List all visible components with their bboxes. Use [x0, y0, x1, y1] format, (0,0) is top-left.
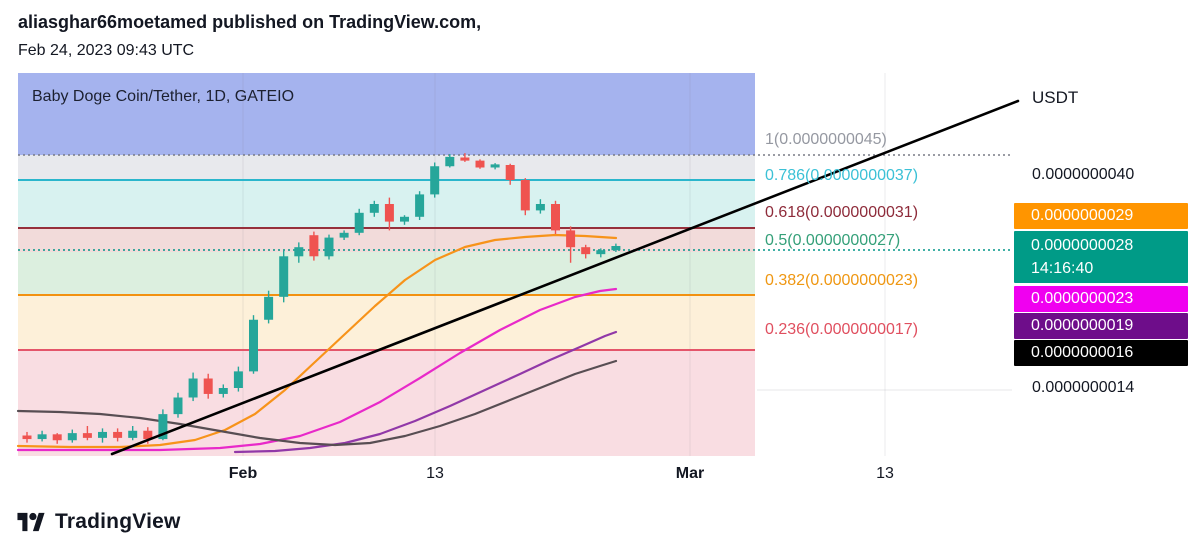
- badge-price-text: 0.0000000029: [1031, 207, 1134, 225]
- symbol-title: Baby Doge Coin/Tether, 1D, GATEIO: [32, 88, 295, 105]
- fib-label-0-618: 0.618(0.0000000031): [765, 204, 919, 221]
- fib-label-0-5: 0.5(0.0000000027): [765, 232, 901, 249]
- fib-label-0-236: 0.236(0.0000000017): [765, 321, 919, 338]
- fib-zone-band: [18, 73, 755, 155]
- price-axis-currency: USDT: [1032, 88, 1079, 107]
- last-price-badge: 0.0000000028 14:16:40: [1014, 231, 1188, 283]
- badge-price-text: 0.0000000028: [1031, 236, 1134, 254]
- attribution-timestamp: Feb 24, 2023 09:43 UTC: [18, 42, 195, 59]
- ma-fast-price-badge: 0.0000000029: [1014, 203, 1188, 229]
- time-axis-label-13: 13: [876, 465, 894, 482]
- attribution-line: aliasghar66moetamed published on Trading…: [18, 12, 482, 32]
- fib-zone-band: [18, 295, 755, 350]
- tradingview-logo-icon: [17, 512, 45, 532]
- fib-label-1: 1(0.0000000045): [765, 131, 887, 148]
- fib-zone-band: [18, 252, 755, 295]
- fib-zone-band: [18, 180, 755, 228]
- price-axis-label: 0.0000000040: [1032, 166, 1135, 183]
- time-axis-label-feb: Feb: [228, 465, 258, 482]
- fib-label-0-382: 0.382(0.0000000023): [765, 272, 919, 289]
- fib-zone-band: [18, 350, 755, 456]
- tradingview-logo-link[interactable]: TradingView: [16, 509, 181, 535]
- time-axis-label-mar: Mar: [675, 465, 705, 482]
- ma-long-price-badge: 0.0000000016: [1014, 340, 1188, 366]
- ma-slow-price-badge: 0.0000000019: [1014, 313, 1188, 339]
- badge-price-text: 0.0000000016: [1031, 344, 1134, 362]
- time-axis-label-13: 13: [426, 465, 444, 482]
- fib-zone-band: [18, 228, 755, 252]
- fib-zone-band: [18, 155, 755, 180]
- fib-label-0-786: 0.786(0.0000000037): [765, 167, 919, 184]
- price-axis-label: 0.0000000014: [1032, 379, 1135, 396]
- badge-price-text: 0.0000000023: [1031, 290, 1134, 308]
- badge-price-text: 0.0000000019: [1031, 317, 1134, 335]
- candle-countdown: 14:16:40: [1031, 260, 1094, 277]
- tradingview-brand-text: TradingView: [55, 510, 181, 533]
- ma-medium-price-badge: 0.0000000023: [1014, 286, 1188, 312]
